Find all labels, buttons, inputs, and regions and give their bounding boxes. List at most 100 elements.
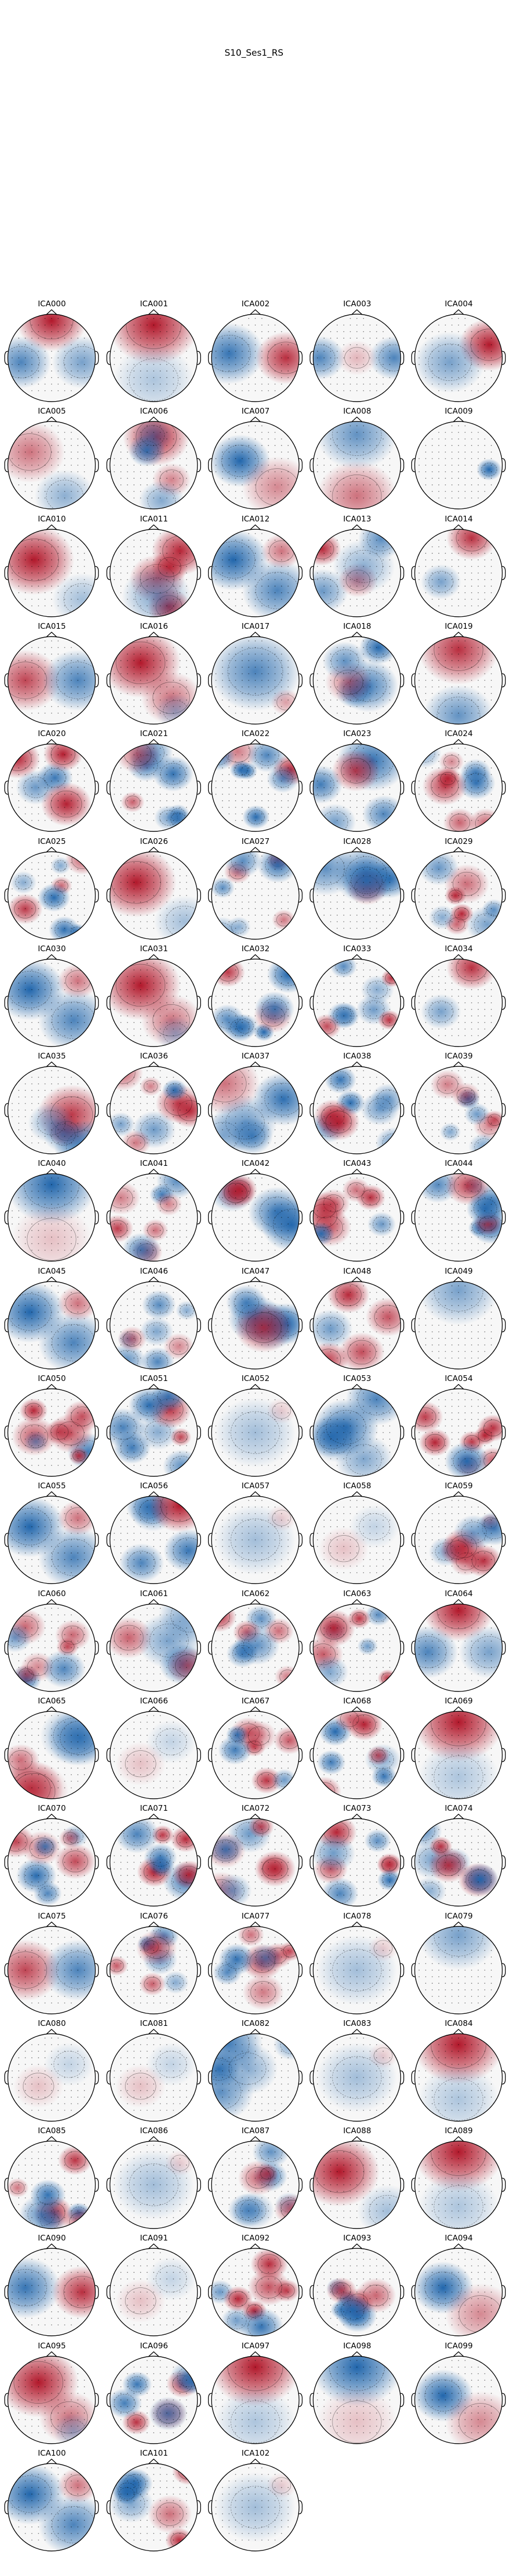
scalp-topomap — [208, 2029, 303, 2122]
component-field — [212, 1281, 299, 1369]
component-field — [8, 529, 95, 617]
topomap-panel: ICA051 — [103, 1374, 205, 1480]
scalp-topomap — [208, 2136, 303, 2229]
component-field — [110, 1926, 197, 2014]
component-label: ICA054 — [444, 1374, 473, 1383]
component-field — [212, 852, 299, 939]
scalp-topomap — [309, 1061, 404, 1154]
topomap-panel: ICA092 — [205, 2233, 306, 2340]
head-outline — [309, 1706, 404, 1799]
sensor-markers — [114, 1177, 187, 1251]
head-outline — [106, 1384, 201, 1477]
head-outline — [411, 2243, 506, 2336]
topomap-panel: ICA038 — [306, 1051, 408, 1158]
topomap-panel: ICA031 — [103, 944, 205, 1051]
head-outline — [208, 631, 303, 725]
head-outline — [309, 954, 404, 1047]
sensor-markers — [114, 748, 187, 821]
head-outline — [411, 524, 506, 617]
sensor-markers — [215, 1070, 289, 1143]
topomap-panel: ICA046 — [103, 1266, 205, 1373]
scalp-topomap — [106, 739, 201, 832]
sensor-markers — [215, 1285, 289, 1359]
topomap-panel: ICA018 — [306, 621, 408, 728]
component-field — [212, 1174, 299, 1261]
topomap-panel: ICA067 — [205, 1696, 306, 1803]
component-field — [8, 1926, 95, 2014]
topomap-panel: ICA070 — [1, 1803, 103, 1910]
scalp-topomap — [411, 1921, 506, 2014]
component-field — [212, 637, 299, 724]
sensor-markers — [418, 1285, 492, 1359]
head-outline — [208, 954, 303, 1047]
scalp-topomap — [411, 1168, 506, 1262]
topomap-panel: ICA074 — [408, 1803, 508, 1910]
scalp-topomap — [4, 1599, 99, 1692]
topomap-panel: ICA022 — [205, 729, 306, 836]
scalp-topomap — [106, 2029, 201, 2122]
topomap-panel: ICA020 — [1, 729, 103, 836]
component-field — [110, 2356, 197, 2444]
component-label: ICA015 — [38, 621, 66, 631]
component-field — [313, 2141, 401, 2229]
component-label: ICA083 — [343, 2019, 371, 2028]
scalp-topomap — [106, 1276, 201, 1370]
component-label: ICA029 — [444, 837, 473, 846]
component-label: ICA023 — [343, 729, 371, 738]
topomap-panel: ICA000 — [1, 299, 103, 406]
scalp-topomap — [208, 2458, 303, 2552]
head-outline — [106, 2243, 201, 2336]
scalp-topomap — [4, 847, 99, 940]
head-outline — [208, 2136, 303, 2229]
head-outline — [4, 1168, 99, 1262]
scalp-topomap — [309, 1168, 404, 1262]
topomap-panel: ICA075 — [1, 1911, 103, 2018]
scalp-topomap — [106, 416, 201, 509]
component-label: ICA014 — [444, 514, 473, 524]
component-label: ICA025 — [38, 837, 66, 846]
scalp-topomap — [208, 631, 303, 725]
head-outline — [208, 2243, 303, 2336]
component-field — [8, 744, 95, 831]
scalp-topomap — [4, 1921, 99, 2014]
scalp-topomap — [309, 2243, 404, 2336]
component-field — [110, 1711, 197, 1799]
component-label: ICA019 — [444, 621, 473, 631]
scalp-topomap — [309, 739, 404, 832]
component-field — [313, 2034, 401, 2121]
sensor-markers — [114, 2145, 187, 2218]
topomap-panel: ICA007 — [205, 406, 306, 513]
topomap-panel: ICA083 — [306, 2019, 408, 2125]
component-field — [415, 1926, 502, 2014]
topomap-panel: ICA100 — [1, 2448, 103, 2555]
component-label: ICA089 — [444, 2126, 473, 2135]
sensor-markers — [215, 533, 289, 606]
scalp-topomap — [106, 2243, 201, 2336]
component-field — [110, 529, 197, 617]
head-outline — [106, 847, 201, 940]
figure-title: S10_Ses1_RS — [225, 48, 283, 58]
component-label: ICA041 — [140, 1159, 168, 1168]
scalp-topomap — [309, 1599, 404, 1692]
sensor-markers — [11, 1392, 85, 1466]
head-outline — [106, 416, 201, 509]
head-outline — [309, 1168, 404, 1262]
component-label: ICA065 — [38, 1696, 66, 1706]
sensor-markers — [114, 1392, 187, 1466]
topomap-panel: ICA047 — [205, 1266, 306, 1373]
component-label: ICA009 — [444, 406, 473, 416]
scalp-topomap — [309, 1491, 404, 1584]
scalp-topomap — [208, 954, 303, 1047]
scalp-topomap — [309, 1813, 404, 1907]
scalp-topomap — [411, 1491, 506, 1584]
scalp-topomap — [411, 1384, 506, 1477]
head-outline — [106, 1921, 201, 2014]
head-outline — [4, 1491, 99, 1584]
head-outline — [208, 1599, 303, 1692]
topomap-panel: ICA079 — [408, 1911, 508, 2018]
sensor-markers — [418, 1070, 492, 1143]
topomap-panel: ICA094 — [408, 2233, 508, 2340]
sensor-markers — [317, 1715, 390, 1788]
sensor-markers — [114, 2360, 187, 2433]
